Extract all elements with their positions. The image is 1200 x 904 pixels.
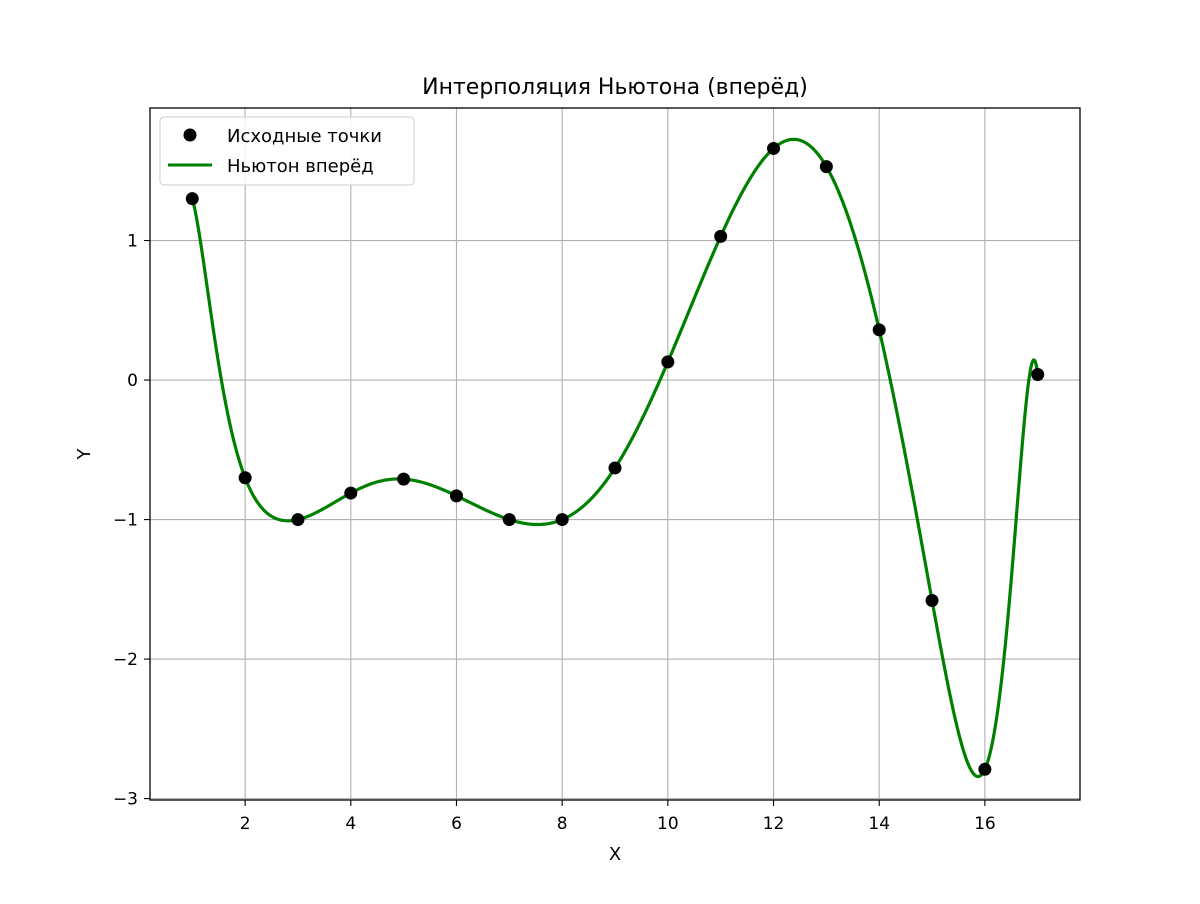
plot-frame <box>149 107 1081 801</box>
data-point <box>502 513 516 527</box>
ticks: 2 4 6 8 10 12 14 16 −3 −2 −1 0 1 <box>113 232 996 834</box>
legend-box <box>159 116 415 186</box>
data-point <box>1031 367 1045 381</box>
y-tick-label: −2 <box>113 650 138 670</box>
y-axis-label: Y <box>74 448 95 461</box>
data-point <box>449 489 463 503</box>
legend-marker-points <box>183 128 197 142</box>
data-point <box>925 593 939 607</box>
data-point <box>714 229 728 243</box>
scatter-series-layer <box>185 141 1045 776</box>
y-tick-label: −3 <box>113 790 138 810</box>
legend: Исходные точки Ньютон вперёд <box>159 116 415 186</box>
data-point <box>872 323 886 337</box>
data-point <box>555 513 569 527</box>
x-tick-label: 6 <box>451 814 462 834</box>
x-axis-label: X <box>609 844 621 865</box>
grid <box>150 108 1080 800</box>
x-tick-label: 4 <box>345 814 356 834</box>
x-tick-label: 8 <box>557 814 568 834</box>
x-tick-label: 14 <box>868 814 890 834</box>
y-tick-label: 0 <box>127 371 138 391</box>
y-tick-label: 1 <box>127 232 138 252</box>
data-point <box>978 762 992 776</box>
legend-label-line: Ньютон вперёд <box>227 156 374 177</box>
data-point <box>238 471 252 485</box>
legend-label-points: Исходные точки <box>227 126 382 147</box>
data-point <box>185 192 199 206</box>
data-point <box>608 461 622 475</box>
chart-title: Интерполяция Ньютона (вперёд) <box>422 75 808 100</box>
data-point <box>344 486 358 500</box>
x-tick-label: 16 <box>974 814 996 834</box>
data-point <box>661 355 675 369</box>
x-tick-label: 10 <box>657 814 679 834</box>
y-tick-label: −1 <box>113 511 138 531</box>
data-point <box>291 513 305 527</box>
data-point <box>767 141 781 155</box>
data-point <box>819 160 833 174</box>
data-point <box>397 472 411 486</box>
x-tick-label: 2 <box>240 814 251 834</box>
x-tick-label: 12 <box>763 814 785 834</box>
